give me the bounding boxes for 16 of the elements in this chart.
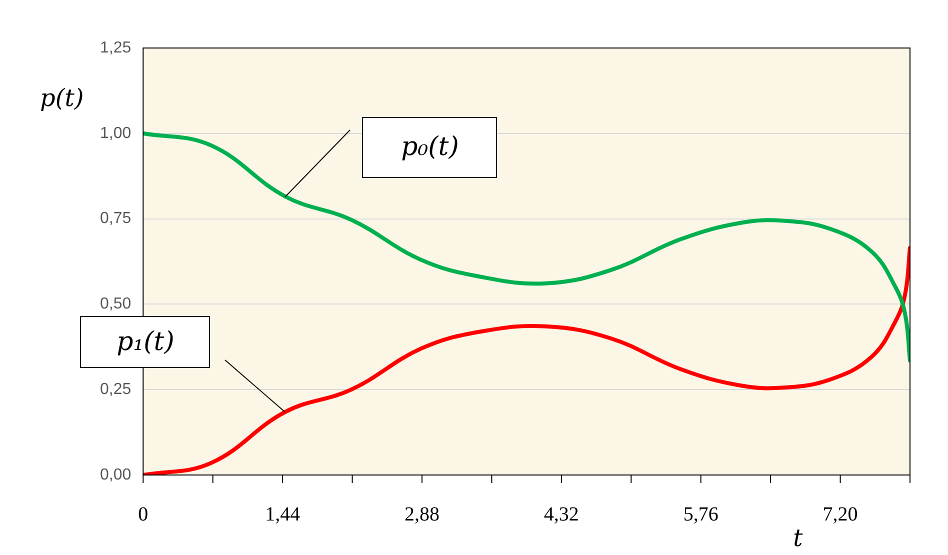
y-tick-label: 0,00: [100, 466, 132, 484]
x-tick-label: 5,76: [683, 503, 718, 526]
annotation: p₀(t): [362, 116, 498, 178]
x-tick-label: 1,44: [265, 503, 300, 526]
y-tick-label: 0,25: [100, 381, 132, 398]
y-tick-label: 1,25: [100, 39, 132, 56]
y-axis-title: p(t): [40, 84, 84, 112]
x-tick-label: 7,20: [822, 503, 858, 526]
annotation: p₁(t): [80, 316, 210, 368]
y-tick-label: 0,75: [100, 210, 132, 228]
x-axis-title: t: [793, 524, 804, 552]
y-tick-label: 0,50: [100, 296, 132, 313]
x-tick-label: 0: [138, 503, 148, 526]
x-tick-label: 2,88: [404, 503, 440, 526]
y-tick-label: 1,00: [100, 124, 132, 142]
x-tick-label: 4,32: [544, 503, 579, 526]
